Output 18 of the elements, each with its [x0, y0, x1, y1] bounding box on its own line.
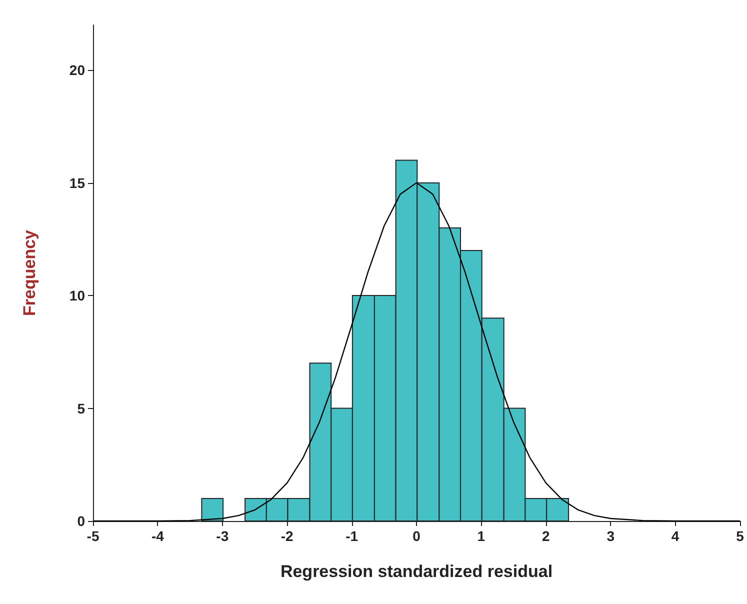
x-tick-label: -5 [86, 528, 100, 544]
x-tick-label: 4 [671, 528, 680, 544]
x-tick-label: 5 [736, 528, 744, 544]
x-tick-label: 0 [412, 528, 421, 544]
y-tick-label: 0 [77, 513, 86, 529]
x-tick-label: 3 [606, 528, 615, 544]
x-axis-title: Regression standardized residual [280, 562, 553, 581]
x-tick-label: -4 [151, 528, 164, 544]
x-tick-label: -3 [216, 528, 229, 544]
x-tick-label: 1 [477, 528, 486, 544]
x-tick-label: -2 [280, 528, 294, 544]
y-tick-label: 15 [69, 174, 86, 191]
y-tick-label: 10 [69, 288, 86, 304]
x-tick-label: 2 [542, 528, 550, 544]
x-tick-label: -1 [346, 528, 358, 544]
y-axis-title: Frequency [20, 229, 39, 316]
y-tick-label: 5 [77, 400, 86, 416]
y-tick-label: 20 [69, 62, 86, 78]
